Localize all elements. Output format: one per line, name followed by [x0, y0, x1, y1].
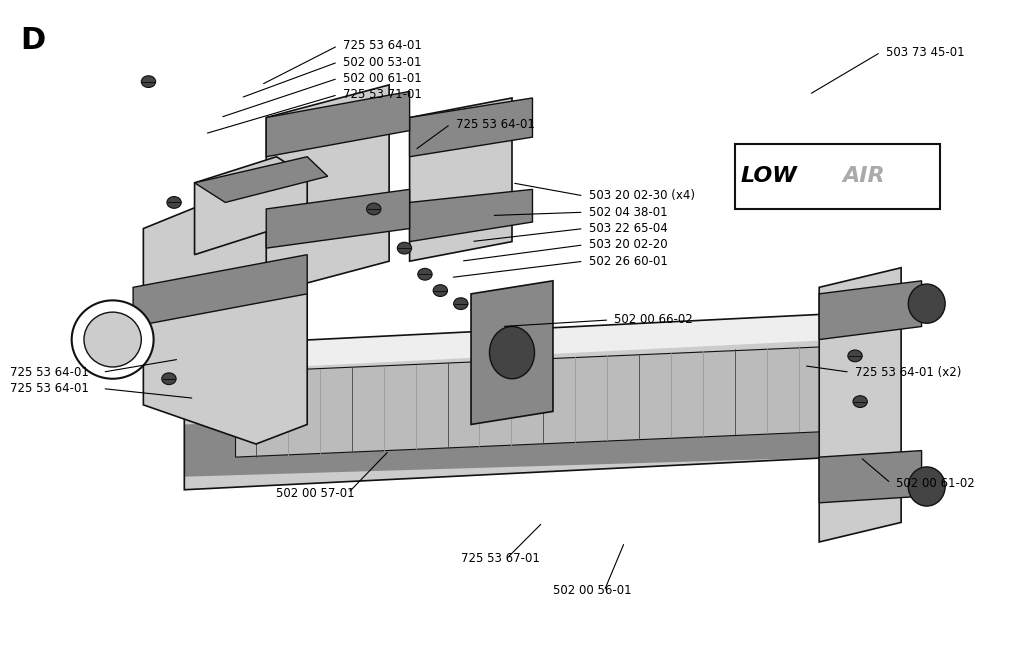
Polygon shape [471, 281, 553, 424]
Text: 503 20 02-20: 503 20 02-20 [589, 238, 668, 251]
Ellipse shape [454, 298, 468, 310]
Text: 725 53 64-01 (x2): 725 53 64-01 (x2) [855, 366, 962, 379]
Polygon shape [195, 157, 307, 255]
Polygon shape [184, 405, 840, 477]
Text: LOW: LOW [740, 167, 797, 186]
Polygon shape [410, 98, 512, 261]
Ellipse shape [433, 285, 447, 296]
Text: 502 00 66-02: 502 00 66-02 [614, 313, 693, 326]
Polygon shape [143, 183, 307, 444]
Polygon shape [266, 85, 389, 294]
Ellipse shape [397, 242, 412, 254]
Text: 725 53 64-01: 725 53 64-01 [10, 366, 89, 379]
Text: 725 53 67-01: 725 53 67-01 [461, 552, 540, 565]
Text: 725 53 64-01: 725 53 64-01 [456, 118, 535, 131]
Text: 502 00 56-01: 502 00 56-01 [553, 584, 632, 597]
Polygon shape [133, 255, 307, 326]
Polygon shape [410, 189, 532, 242]
Ellipse shape [72, 300, 154, 379]
Text: 502 26 60-01: 502 26 60-01 [589, 255, 668, 268]
Text: AIR: AIR [843, 167, 886, 186]
Polygon shape [266, 91, 410, 157]
Ellipse shape [84, 312, 141, 367]
Ellipse shape [489, 326, 535, 379]
Polygon shape [184, 313, 840, 372]
Ellipse shape [167, 197, 181, 208]
Polygon shape [819, 451, 922, 503]
Text: 725 53 71-01: 725 53 71-01 [343, 88, 422, 101]
Ellipse shape [908, 467, 945, 506]
Ellipse shape [908, 284, 945, 323]
Polygon shape [195, 157, 328, 202]
Text: 502 00 53-01: 502 00 53-01 [343, 56, 422, 69]
Ellipse shape [141, 76, 156, 88]
Ellipse shape [418, 268, 432, 280]
Text: 725 53 64-01: 725 53 64-01 [10, 382, 89, 395]
Ellipse shape [367, 203, 381, 215]
Polygon shape [410, 98, 532, 157]
Polygon shape [184, 313, 840, 490]
Text: 503 73 45-01: 503 73 45-01 [886, 46, 965, 59]
Text: D: D [20, 26, 46, 55]
Text: 502 00 57-01: 502 00 57-01 [276, 486, 355, 500]
Ellipse shape [162, 373, 176, 385]
Bar [735, 144, 940, 209]
Text: 502 00 61-01: 502 00 61-01 [343, 72, 422, 85]
Polygon shape [266, 189, 410, 248]
Text: 503 22 65-04: 503 22 65-04 [589, 222, 668, 235]
Ellipse shape [853, 396, 867, 407]
Polygon shape [236, 346, 840, 457]
Text: 503 20 02-30 (x4): 503 20 02-30 (x4) [589, 189, 695, 202]
Polygon shape [819, 268, 901, 542]
Ellipse shape [848, 350, 862, 362]
Text: 502 00 61-02: 502 00 61-02 [896, 477, 975, 490]
Polygon shape [819, 281, 922, 340]
Text: 502 04 38-01: 502 04 38-01 [589, 206, 668, 219]
Text: 725 53 64-01: 725 53 64-01 [343, 39, 422, 52]
